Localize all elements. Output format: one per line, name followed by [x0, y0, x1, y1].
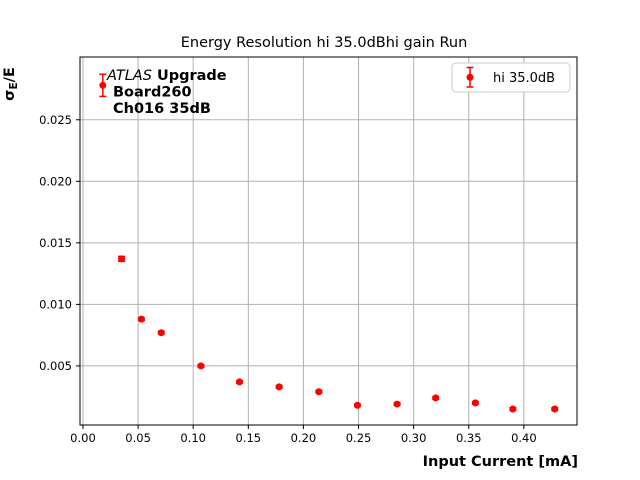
x-axis-label: Input Current [mA] [423, 454, 578, 470]
chart-title: Energy Resolution hi 35.0dBhi gain Run [181, 35, 468, 51]
x-tick-label: 0.15 [236, 431, 262, 445]
x-tick-label: 0.35 [456, 431, 482, 445]
y-tick-label: 0.010 [39, 297, 72, 311]
x-tick-label: 0.05 [125, 431, 151, 445]
data-point [118, 255, 126, 263]
x-tick-label: 0.00 [70, 431, 96, 445]
x-tick-label: 0.25 [346, 431, 372, 445]
y-tick-label: 0.020 [39, 174, 72, 188]
data-point [157, 329, 165, 337]
annotation: ATLAS Upgrade Board260 Ch016 35dB [106, 68, 227, 117]
data-point [99, 81, 107, 89]
y-axis-label-rest: /E [2, 67, 18, 82]
data-point [315, 388, 323, 396]
annotation-line3: Ch016 35dB [113, 101, 211, 117]
y-axis-label: σE/E [2, 67, 20, 101]
data-point [551, 405, 559, 413]
legend-marker-icon [466, 73, 474, 81]
annotation-atlas: ATLAS [106, 68, 152, 84]
data-point [393, 400, 401, 408]
x-tick-label: 0.20 [291, 431, 317, 445]
plot-area: 0.00 0.05 0.10 0.15 0.20 0.25 0.30 0.35 0.40 0.00… [39, 56, 578, 445]
data-point [235, 378, 243, 386]
y-tick-label: 0.005 [39, 359, 72, 373]
legend-box [451, 62, 571, 93]
annotation-line2: Board260 [113, 85, 192, 101]
data-point [432, 394, 440, 402]
legend: hi 35.0dB [451, 62, 571, 93]
data-point [509, 405, 517, 413]
x-tick-label: 0.10 [180, 431, 206, 445]
data-point [275, 383, 283, 391]
x-tick-label: 0.30 [401, 431, 427, 445]
y-axis-label-subscript: E [8, 82, 20, 89]
data-point [197, 362, 205, 370]
y-tick-label: 0.015 [39, 236, 72, 250]
plot-border [79, 56, 578, 426]
data-point [353, 401, 361, 409]
y-tick-label: 0.025 [39, 113, 72, 127]
data-point [471, 399, 479, 407]
data-point [137, 315, 145, 323]
x-tick-label: 0.40 [511, 431, 537, 445]
legend-label: hi 35.0dB [493, 71, 555, 86]
annotation-line1: ATLAS Upgrade [106, 68, 227, 84]
annotation-upgrade: Upgrade [157, 68, 227, 84]
y-axis-label-sigma: σ [2, 90, 18, 101]
